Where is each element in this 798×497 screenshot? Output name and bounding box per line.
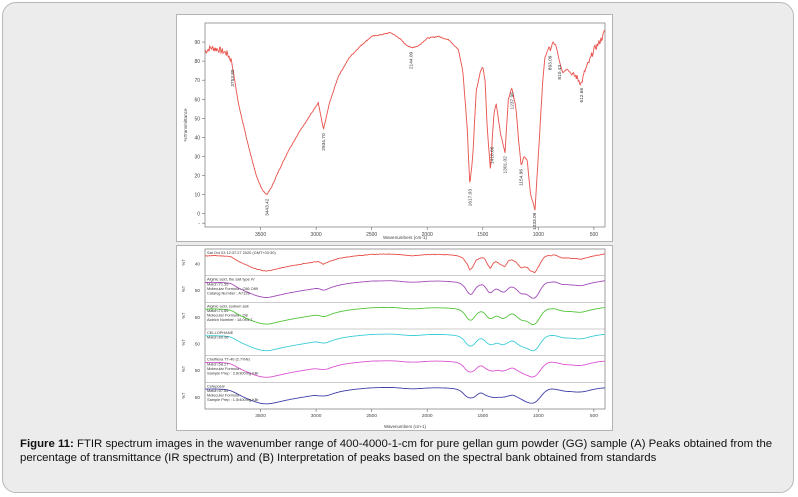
library-legend-text: Sat Oct 03 12:37:27 2020 (GMT+03:30)	[207, 250, 276, 255]
y-tick-label-b: 50	[195, 395, 201, 400]
y-tick-label-a: 30	[194, 154, 200, 160]
spectral-library-panel-b: %T 40 Sat Oct 03 12:37:27 2020 (GMT+03:30)…	[176, 245, 613, 431]
spectral-library-chart-b: %T 40 Sat Oct 03 12:37:27 2020 (GMT+03:30)…	[181, 248, 606, 429]
x-tick-label-b: 1500	[477, 413, 488, 419]
y-tick-label-a: 80	[194, 59, 200, 65]
x-tick-label-a: 3000	[311, 232, 322, 238]
library-legend-text: Match:57.84	[207, 388, 229, 393]
x-axis-label-a: Wavenumbers (cm-1)	[383, 235, 427, 240]
y-axis-label-a: %Transmittance	[183, 108, 188, 141]
y-tick-label-a: 60	[194, 97, 200, 103]
library-legend-text: Ceteposal	[207, 383, 225, 388]
x-tick-label-b: 500	[590, 413, 598, 419]
peak-label: 1154.96	[519, 169, 525, 186]
peak-label: 1237.96	[509, 92, 515, 110]
peak-label: 893.09	[548, 55, 554, 70]
library-legend-text: Catalog Number : A7128	[207, 290, 250, 295]
plot-area-a	[204, 22, 606, 228]
y-tick-label-a: 0	[197, 212, 200, 218]
library-legend-text: Alginic acid, sodium salt	[207, 303, 249, 308]
y-axis-label-b: %T	[181, 259, 186, 266]
y-tick-label-b: 40	[195, 262, 201, 267]
library-legend-text: Molecular Formula : O8	[207, 313, 248, 318]
library-legend-text: Molecular Formula :	[207, 393, 241, 398]
library-spectrum-line	[205, 387, 606, 405]
spectrum-line-a	[204, 29, 606, 211]
library-spectrum-line	[205, 333, 606, 352]
library-spectrum-line	[204, 253, 606, 273]
library-legend-text: Match:58.27	[207, 361, 228, 366]
peak-label: 3753.89	[230, 69, 236, 87]
y-tick-label-b: 50	[195, 288, 201, 293]
x-tick-label-b: 2000	[422, 413, 433, 419]
peak-label: 1416.66	[490, 146, 496, 164]
y-axis-label-b: %T	[181, 392, 186, 399]
x-tick-label-a: 2500	[366, 232, 377, 238]
ftir-spectrum-panel-a: 90 80 70 60 50 40 30 20 10 0 - 3500 3000 2500 2000 1500…	[176, 14, 613, 242]
y-tick-label-b: 50	[195, 315, 201, 320]
x-tick-label-a: 1000	[533, 232, 544, 238]
x-tick-label-a: 1500	[477, 232, 488, 238]
y-tick-label-b: 50	[195, 368, 201, 373]
library-legend-text: Aldrich Number : 18,094-7	[207, 317, 252, 322]
y-tick-label-b: 50	[195, 342, 201, 347]
x-tick-label-a: 3500	[255, 232, 266, 238]
library-spectrum-line	[205, 306, 606, 326]
peak-label: 810.43	[557, 65, 563, 80]
peak-label: 2934.70	[321, 133, 327, 151]
x-tick-label-a: 2000	[422, 232, 433, 238]
library-legend-text: Molecular Formula : C86 O89	[207, 286, 258, 291]
library-legend-text: Chelflexa TT-40 (2.7%N)	[207, 357, 250, 362]
library-legend-text: Match:71.55	[207, 281, 228, 286]
library-legend-text: Sample Prep : 2.6/300mg KBr	[207, 370, 259, 375]
library-legend-text: Molecular Formula :	[207, 366, 241, 371]
y-axis-label-b: %T	[181, 339, 186, 346]
library-spectrum-line	[204, 280, 606, 299]
library-legend-text: Alginic acid, the salt type IV	[207, 277, 255, 282]
peak-label: 612.66	[579, 88, 585, 103]
library-spectrum-line	[205, 360, 606, 378]
ftir-spectrum-chart-a: 90 80 70 60 50 40 30 20 10 0 - 3500 3000 2500 2000 1500…	[183, 22, 606, 240]
library-legend-text: CELLOPHANE	[207, 330, 234, 335]
y-tick-label-a: -	[198, 221, 200, 227]
peak-label: 2144.09	[409, 51, 415, 69]
peak-label: 1033.09	[532, 212, 538, 230]
y-tick-label-a: 50	[194, 116, 200, 122]
peak-label: 1301.02	[502, 156, 508, 174]
x-tick-label-b: 1000	[533, 413, 544, 419]
x-tick-label-a: 500	[590, 232, 599, 238]
x-tick-label-b: 3500	[255, 413, 266, 419]
x-axis-label-b: Wavenumbers (cm-1)	[384, 424, 427, 429]
caption-text: FTIR spectrum images in the wavenumber r…	[20, 438, 773, 464]
y-axis-label-b: %T	[181, 285, 186, 292]
y-tick-label-a: 70	[194, 78, 200, 84]
x-tick-label-b: 2500	[366, 413, 377, 419]
y-tick-label-a: 20	[194, 174, 200, 180]
y-axis-label-b: %T	[181, 365, 186, 372]
library-legend-text: Sample Prep : 1.5/400mg KBr	[207, 397, 259, 402]
y-tick-label-a: 10	[194, 193, 200, 199]
figure-caption: Figure 11: FTIR spectrum images in the w…	[20, 437, 780, 465]
caption-label: Figure 11:	[20, 438, 74, 450]
peak-label: 3443.42	[264, 198, 270, 216]
y-axis-label-b: %T	[181, 312, 186, 319]
library-legend-text: Match:60.96	[207, 335, 228, 340]
y-tick-label-a: 40	[194, 135, 200, 141]
peak-label: 1617.03	[467, 189, 473, 207]
library-legend-text: Match:71.65	[207, 308, 228, 313]
y-tick-label-a: 90	[194, 40, 200, 46]
x-tick-label-b: 3000	[311, 413, 322, 419]
